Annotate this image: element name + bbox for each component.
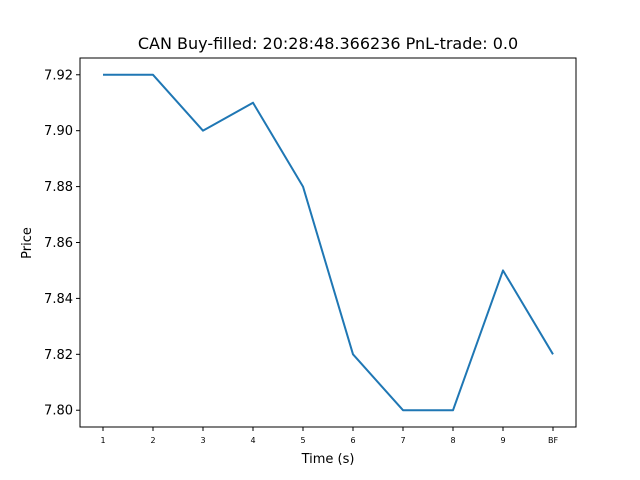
y-tick-label: 7.86 (44, 236, 73, 251)
x-tick-label: 3 (200, 436, 205, 445)
y-axis-label: Price (20, 227, 35, 259)
y-tick-label: 7.82 (44, 348, 73, 363)
price-series-line (103, 73, 554, 412)
x-tick-label: BF (548, 436, 558, 445)
y-tick-label: 7.80 (44, 404, 73, 419)
x-tick-label: 8 (450, 436, 455, 445)
y-tick-label: 7.84 (44, 292, 73, 307)
y-tick-label: 7.92 (44, 68, 73, 83)
y-tick-label: 7.88 (44, 180, 73, 195)
x-tick-label: 7 (400, 436, 405, 445)
y-axis-ticks: 7.80 7.82 7.84 7.86 7.88 7.90 7.92 (44, 68, 80, 419)
chart-title: CAN Buy-filled: 20:28:48.366236 PnL-trad… (138, 34, 518, 53)
x-tick-label: 4 (250, 436, 255, 445)
x-tick-label: 9 (500, 436, 505, 445)
x-axis-label: Time (s) (301, 452, 355, 467)
y-tick-label: 7.90 (44, 124, 73, 139)
x-axis-ticks: 1 2 3 4 5 6 7 8 9 BF (100, 427, 558, 445)
x-tick-label: 6 (350, 436, 355, 445)
x-tick-label: 1 (100, 436, 105, 445)
x-tick-label: 5 (300, 436, 305, 445)
x-tick-label: 2 (150, 436, 155, 445)
plot-frame (79, 57, 577, 428)
